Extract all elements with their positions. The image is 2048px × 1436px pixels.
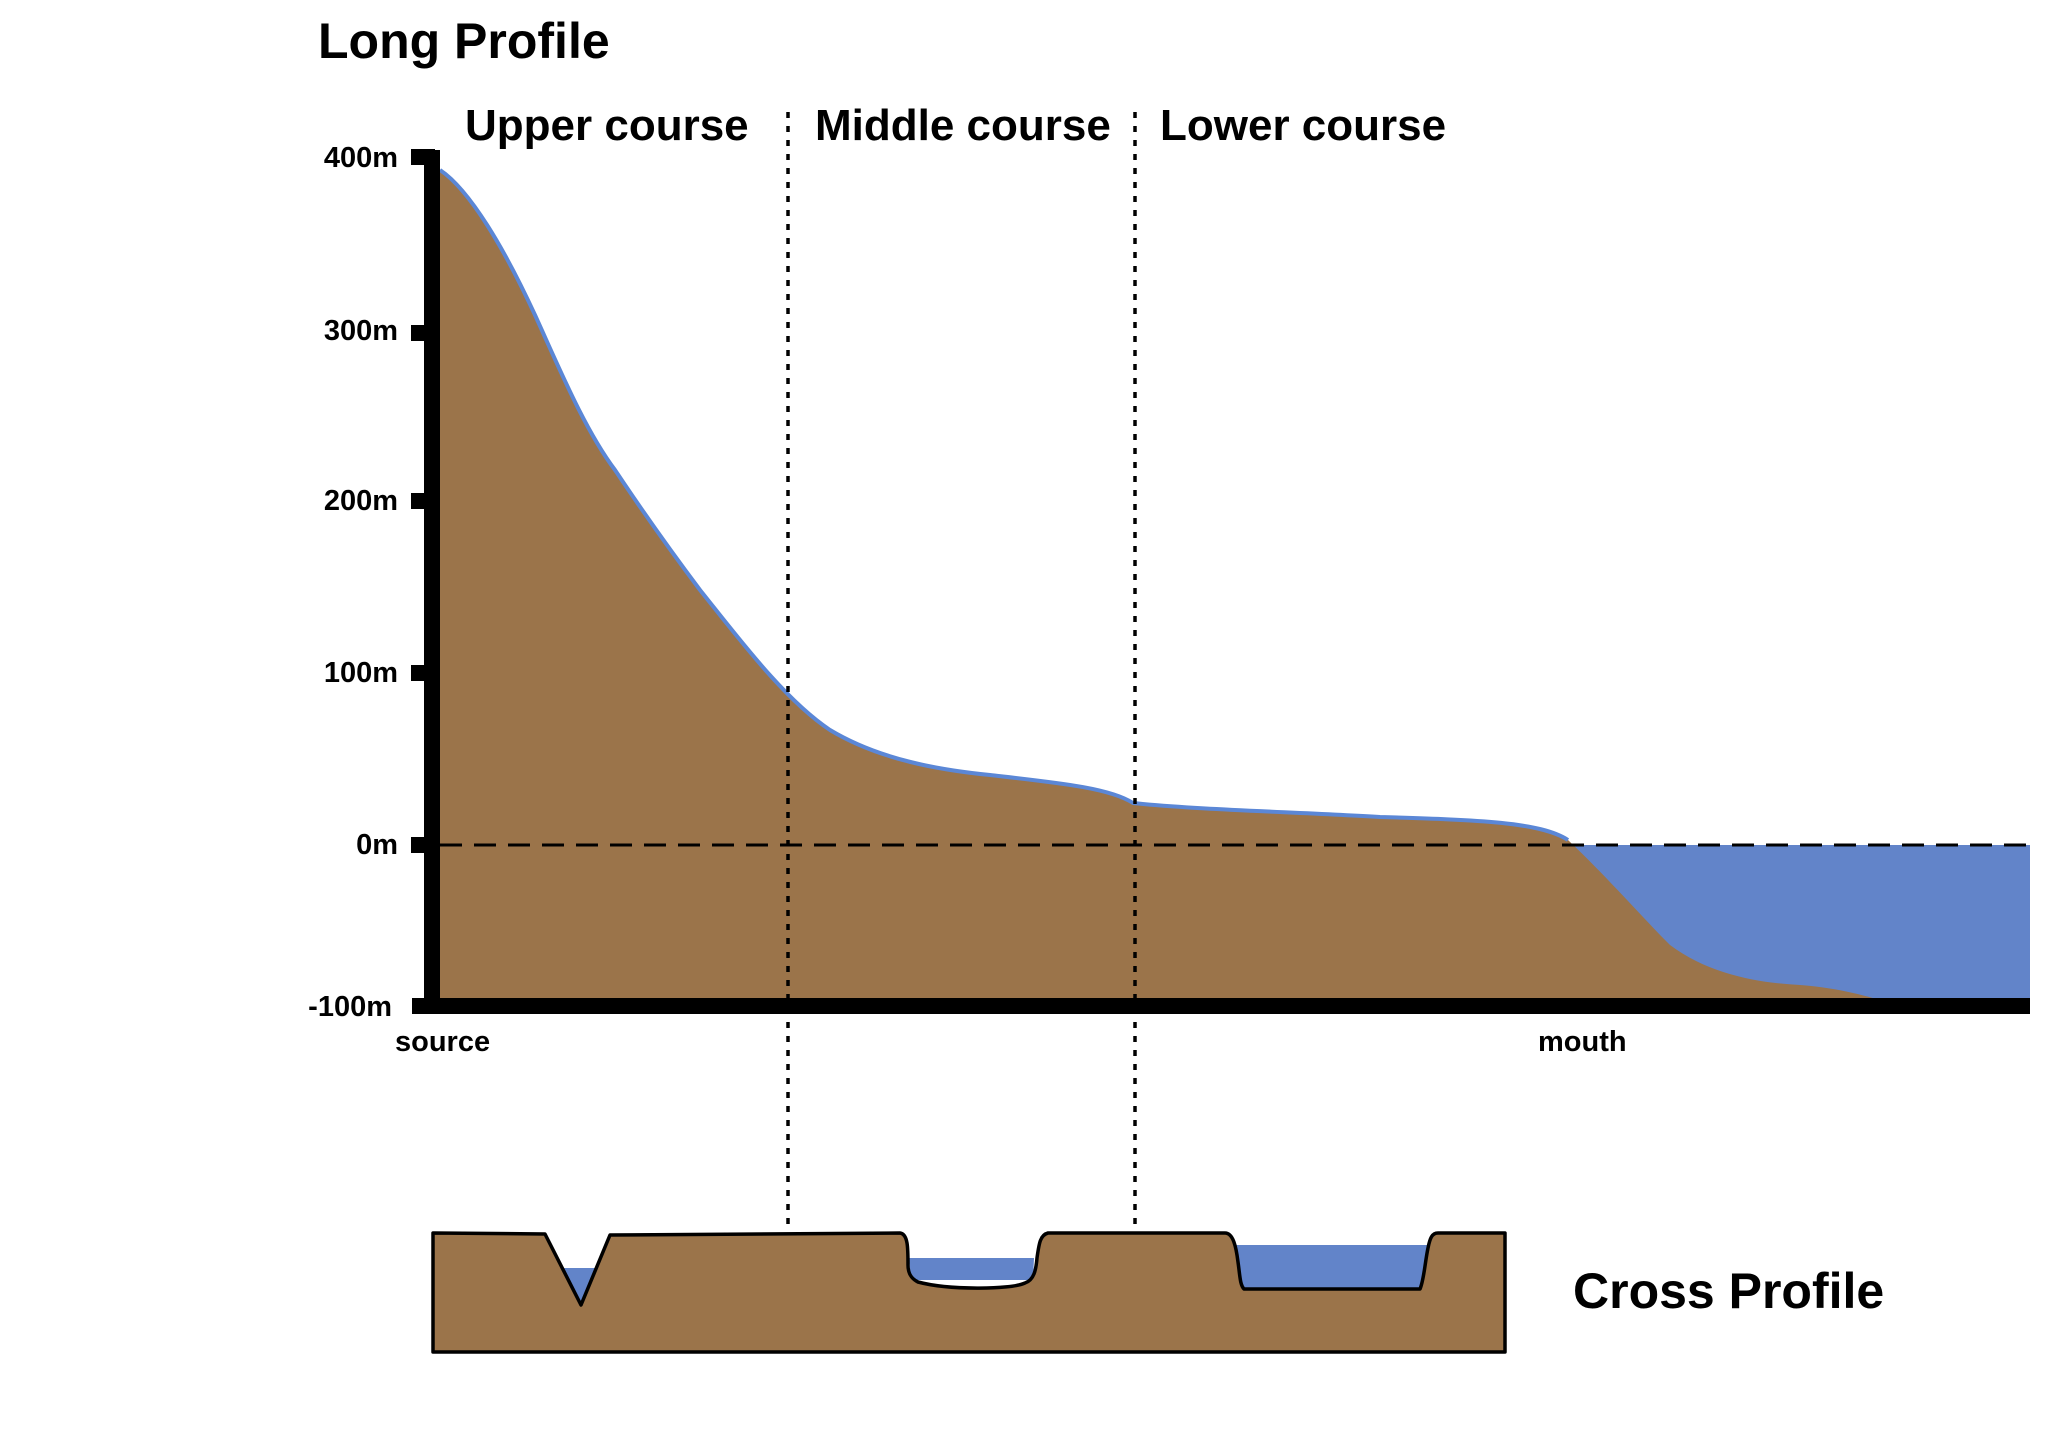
cross-water-lower xyxy=(1236,1245,1428,1288)
y-tick-400 xyxy=(411,149,435,165)
y-tick-label: 400m xyxy=(324,142,398,174)
mouth-label: mouth xyxy=(1538,1026,1627,1058)
y-tick-0 xyxy=(411,837,435,853)
y-tick-100 xyxy=(411,665,435,681)
y-tick-label: 100m xyxy=(324,657,398,689)
middle-course-label: Middle course xyxy=(815,101,1111,150)
lower-course-label: Lower course xyxy=(1160,101,1446,150)
y-tick-label: 300m xyxy=(324,315,398,347)
cross-profile xyxy=(431,1231,1507,1354)
y-tick-300 xyxy=(411,325,435,341)
source-label: source xyxy=(395,1026,490,1058)
cross-water-upper xyxy=(563,1268,595,1303)
upper-course-label: Upper course xyxy=(465,101,749,150)
cross-profile-title: Cross Profile xyxy=(1573,1263,1884,1319)
cross-land xyxy=(431,1231,1507,1354)
y-tick-200 xyxy=(411,493,435,509)
y-tick-label: -100m xyxy=(308,991,392,1023)
land-long-profile xyxy=(440,170,1890,1003)
y-tick-label: 200m xyxy=(324,485,398,517)
y-tick-label: 0m xyxy=(356,829,398,861)
cross-water-middle xyxy=(909,1258,1034,1280)
long-profile-title: Long Profile xyxy=(318,13,610,69)
river-surface-line xyxy=(438,168,1570,842)
